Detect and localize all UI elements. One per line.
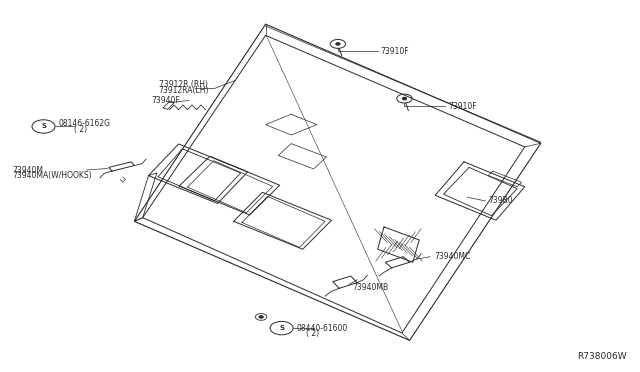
Text: 73940MA(W/HOOKS): 73940MA(W/HOOKS)	[13, 171, 92, 180]
Circle shape	[336, 43, 340, 45]
Text: 73910F: 73910F	[381, 47, 410, 56]
Text: 73940M: 73940M	[13, 166, 44, 174]
Text: 73940MB: 73940MB	[352, 283, 388, 292]
Text: 08146-6162G: 08146-6162G	[59, 119, 111, 128]
Text: 73912RA(LH): 73912RA(LH)	[159, 86, 209, 95]
Text: R738006W: R738006W	[577, 352, 627, 361]
Text: S: S	[41, 124, 46, 129]
Text: ( 2): ( 2)	[74, 125, 87, 134]
Circle shape	[259, 316, 263, 318]
Text: 08440-61600: 08440-61600	[296, 324, 348, 333]
Text: 73940MC: 73940MC	[434, 252, 470, 261]
Text: 739B0: 739B0	[488, 196, 513, 205]
Text: 73912R (RH): 73912R (RH)	[159, 80, 208, 89]
Text: 73910F: 73910F	[448, 102, 477, 110]
Circle shape	[403, 97, 406, 100]
Text: 73940F: 73940F	[152, 96, 180, 105]
Text: ( 2): ( 2)	[306, 329, 319, 338]
Text: S: S	[279, 325, 284, 331]
